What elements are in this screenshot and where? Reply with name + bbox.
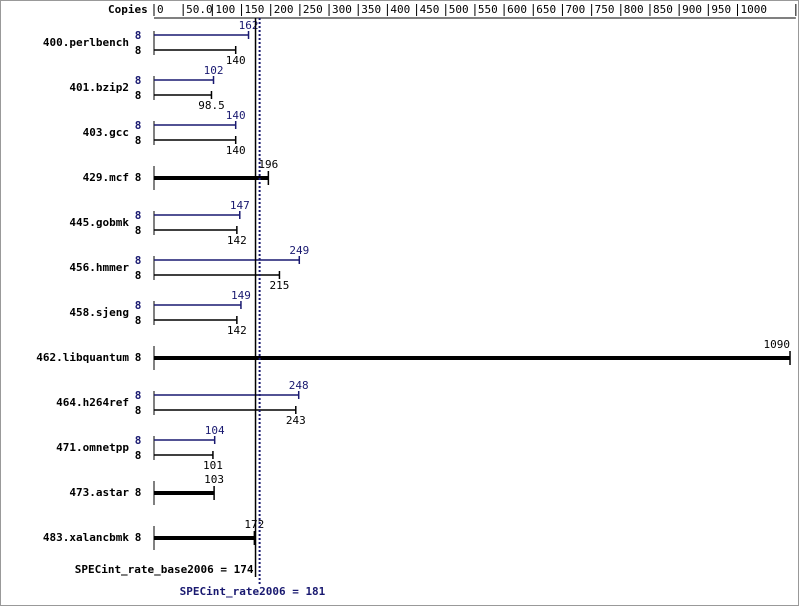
copies-label: 8 xyxy=(135,209,142,222)
value-label: 101 xyxy=(203,459,223,472)
x-tick-label: 700 xyxy=(565,3,585,16)
copies-label: 8 xyxy=(135,89,142,102)
value-label: 149 xyxy=(231,289,251,302)
value-label: 140 xyxy=(226,109,246,122)
x-tick-label: 850 xyxy=(653,3,673,16)
category-label: 401.bzip2 xyxy=(69,81,129,94)
copies-label: 8 xyxy=(135,44,142,57)
category-label: 483.xalancbmk xyxy=(43,531,129,544)
category-label: 473.astar xyxy=(69,486,129,499)
copies-label: 8 xyxy=(135,314,142,327)
reference-label: SPECint_rate2006 = 181 xyxy=(180,585,326,598)
x-tick-label: 450 xyxy=(420,3,440,16)
copies-label: 8 xyxy=(135,224,142,237)
x-tick-label: 800 xyxy=(624,3,644,16)
x-tick-label: 900 xyxy=(682,3,702,16)
value-label: 1090 xyxy=(764,338,791,351)
value-label: 162 xyxy=(239,19,259,32)
category-label: 400.perlbench xyxy=(43,36,129,49)
x-tick-label: 100 xyxy=(215,3,235,16)
value-label: 243 xyxy=(286,414,306,427)
x-tick-label: 750 xyxy=(595,3,615,16)
x-tick-label: 1000 xyxy=(741,3,768,16)
value-label: 196 xyxy=(258,158,278,171)
value-label: 140 xyxy=(226,144,246,157)
x-tick-label: 350 xyxy=(361,3,381,16)
x-tick-label: 550 xyxy=(478,3,498,16)
value-label: 142 xyxy=(227,234,247,247)
x-tick-label: 50.0 xyxy=(186,3,213,16)
value-label: 142 xyxy=(227,324,247,337)
x-tick-label: 950 xyxy=(711,3,731,16)
copies-label: 8 xyxy=(135,434,142,447)
value-label: 140 xyxy=(226,54,246,67)
copies-label: 8 xyxy=(135,449,142,462)
category-label: 429.mcf xyxy=(83,171,129,184)
copies-label: 8 xyxy=(135,74,142,87)
copies-label: 8 xyxy=(135,269,142,282)
category-label: 471.omnetpp xyxy=(56,441,129,454)
x-tick-label: 300 xyxy=(332,3,352,16)
category-label: 464.h264ref xyxy=(56,396,129,409)
copies-label: 8 xyxy=(135,486,142,499)
category-label: 456.hmmer xyxy=(69,261,129,274)
x-tick-label: 400 xyxy=(390,3,410,16)
value-label: 215 xyxy=(270,279,290,292)
x-tick-label: 650 xyxy=(536,3,556,16)
value-label: 172 xyxy=(244,518,264,531)
category-label: 462.libquantum xyxy=(36,351,129,364)
x-tick-label: 250 xyxy=(303,3,323,16)
copies-label: 8 xyxy=(135,29,142,42)
x-tick-label: 600 xyxy=(507,3,527,16)
category-label: 445.gobmk xyxy=(69,216,129,229)
x-tick-label: 200 xyxy=(274,3,294,16)
x-tick-label: 150 xyxy=(245,3,265,16)
copies-label: 8 xyxy=(135,299,142,312)
value-label: 104 xyxy=(205,424,225,437)
reference-label: SPECint_rate_base2006 = 174 xyxy=(75,563,254,576)
value-label: 147 xyxy=(230,199,250,212)
copies-label: 8 xyxy=(135,134,142,147)
copies-label: 8 xyxy=(135,531,142,544)
copies-label: 8 xyxy=(135,171,142,184)
category-label: 403.gcc xyxy=(83,126,129,139)
copies-label: 8 xyxy=(135,389,142,402)
value-label: 248 xyxy=(289,379,309,392)
x-tick-label: 500 xyxy=(449,3,469,16)
copies-label: 8 xyxy=(135,119,142,132)
copies-label: 8 xyxy=(135,351,142,364)
value-label: 102 xyxy=(204,64,224,77)
value-label: 103 xyxy=(204,473,224,486)
copies-header: Copies xyxy=(108,3,148,16)
value-label: 98.5 xyxy=(198,99,225,112)
category-label: 458.sjeng xyxy=(69,306,129,319)
value-label: 249 xyxy=(289,244,309,257)
copies-label: 8 xyxy=(135,254,142,267)
copies-label: 8 xyxy=(135,404,142,417)
x-tick-label: 0 xyxy=(157,3,164,16)
